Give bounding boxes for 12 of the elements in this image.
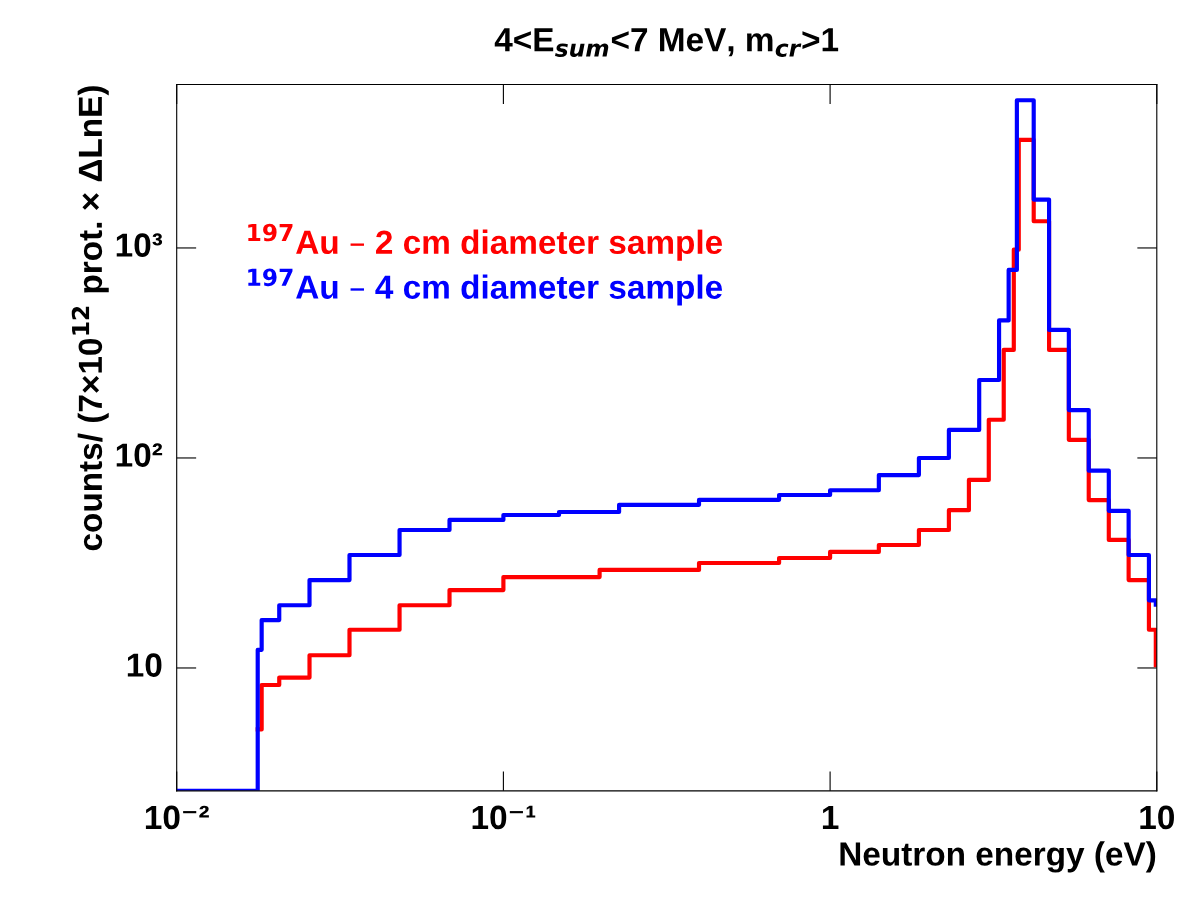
- y-tick-label: 10: [127, 653, 162, 677]
- y-tick-label: 10³: [116, 233, 163, 257]
- x-axis-title: Neutron energy (eV): [840, 841, 1156, 873]
- text: $^{197}$Au – 4 cm diameter sample: [248, 268, 723, 306]
- y-tick-label: 10²: [116, 443, 163, 467]
- x-tick-label: 1: [822, 805, 839, 829]
- x-tick-label: 10: [1140, 805, 1174, 830]
- y-axis-title: counts/ (7×10$^{12}$ prot. × ΔLnE): [71, 86, 109, 551]
- chart-title: 4<E$_{sum}$<7 MeV, m$_{cr}$>1: [494, 28, 839, 57]
- x-tick-label: 10⁻¹: [472, 805, 536, 830]
- x-tick-label: 10⁻²: [145, 805, 209, 830]
- text: $^{197}$Au – 2 cm diameter sample: [248, 223, 723, 261]
